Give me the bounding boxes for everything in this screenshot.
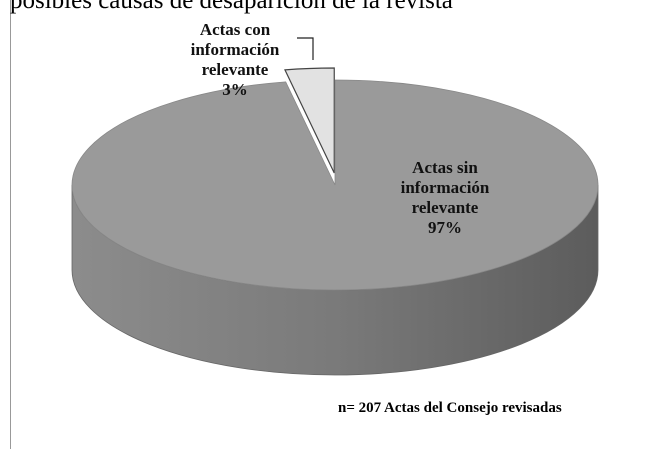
value-label: 97% — [428, 218, 462, 237]
annotation: n= 207 Actas del Consejo revisadas — [338, 400, 562, 416]
category-label: Actas sin información relevante — [400, 158, 490, 217]
pie — [71, 67, 599, 376]
slice-label: Actas con información relevante 3% — [160, 20, 310, 100]
leader-line — [297, 37, 314, 60]
pie-slice — [71, 79, 599, 291]
chart-title: posibles causas de desaparición de la re… — [10, 0, 453, 14]
pie-slice — [284, 67, 335, 174]
value-label: 3% — [222, 80, 248, 99]
category-label: Actas con información relevante — [190, 20, 280, 79]
slice-label: Actas sin información relevante 97% — [370, 158, 520, 238]
